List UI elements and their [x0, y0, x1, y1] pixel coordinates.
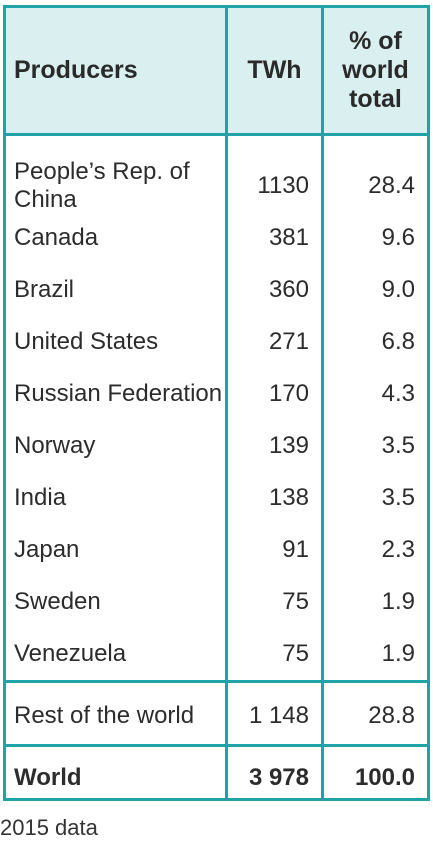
header-twh: TWh — [247, 56, 302, 84]
table-row: Canada 381 9.6 — [6, 212, 427, 264]
row-name: Canada — [14, 224, 99, 251]
table-row: Norway 139 3.5 — [6, 420, 427, 472]
row-twh: 139 — [268, 432, 309, 459]
row-pct: 3.5 — [381, 484, 415, 511]
column-divider-1 — [225, 8, 228, 798]
row-pct: 3.5 — [381, 432, 415, 459]
header-pct-line1: % of — [349, 27, 402, 55]
row-name: United States — [14, 328, 159, 355]
row-name: Russian Federation — [14, 380, 223, 407]
row-name: Sweden — [14, 588, 101, 615]
row-pct: 1.9 — [381, 588, 415, 615]
row-twh: 170 — [268, 380, 309, 407]
row-twh: 75 — [282, 588, 309, 615]
row-name: Japan — [14, 536, 80, 563]
header-pct-line3: total — [349, 85, 402, 113]
row-name: Brazil — [14, 276, 75, 303]
rest-divider — [6, 680, 427, 683]
row-pct: 6.8 — [381, 328, 415, 355]
row-pct: 4.3 — [381, 380, 415, 407]
row-twh: 1130 — [257, 172, 309, 199]
footnote: 2015 data — [0, 815, 98, 840]
row-pct: 28.4 — [368, 172, 415, 199]
row-pct: 2.3 — [381, 536, 415, 563]
table-row: Sweden 75 1.9 — [6, 576, 427, 628]
row-name: People’s Rep. of China — [14, 158, 190, 213]
column-divider-2 — [321, 8, 324, 798]
row-pct: 9.6 — [381, 224, 415, 251]
row-name: Norway — [14, 432, 96, 459]
row-twh: 138 — [268, 484, 309, 511]
table-row: Brazil 360 9.0 — [6, 264, 427, 316]
row-name: India — [14, 484, 67, 511]
table-header: Producers TWh % of world total — [6, 8, 427, 133]
table-row: United States 271 6.8 — [6, 316, 427, 368]
row-name: Venezuela — [14, 640, 127, 667]
table-row: Venezuela 75 1.9 — [6, 628, 427, 680]
row-twh: 3 978 — [248, 764, 309, 791]
row-twh: 381 — [268, 224, 309, 251]
row-twh: 271 — [268, 328, 309, 355]
header-percent-world-total: % of world total — [324, 8, 427, 133]
row-pct: 1.9 — [381, 640, 415, 667]
world-total-row: World 3 978 100.0 — [6, 752, 427, 804]
row-pct: 28.8 — [368, 702, 415, 729]
table-row: India 138 3.5 — [6, 472, 427, 524]
row-twh: 1 148 — [248, 702, 309, 729]
row-twh: 360 — [268, 276, 309, 303]
header-divider — [6, 133, 427, 136]
row-twh: 75 — [282, 640, 309, 667]
row-pct: 9.0 — [381, 276, 415, 303]
world-divider — [6, 744, 427, 747]
table-row: People’s Rep. of China 1130 28.4 — [6, 158, 427, 213]
header-producers: Producers — [14, 56, 138, 84]
row-pct: 100.0 — [354, 764, 415, 791]
header-pct-line2: world — [342, 56, 409, 84]
rest-of-world-row: Rest of the world 1 148 28.8 — [6, 690, 427, 742]
table-row: Russian Federation 170 4.3 — [6, 368, 427, 420]
row-twh: 91 — [282, 536, 309, 563]
row-name: Rest of the world — [14, 702, 195, 729]
table-row: Japan 91 2.3 — [6, 524, 427, 576]
hydro-producers-table: Producers TWh % of world total People’s … — [3, 5, 430, 801]
row-name: World — [14, 764, 82, 791]
